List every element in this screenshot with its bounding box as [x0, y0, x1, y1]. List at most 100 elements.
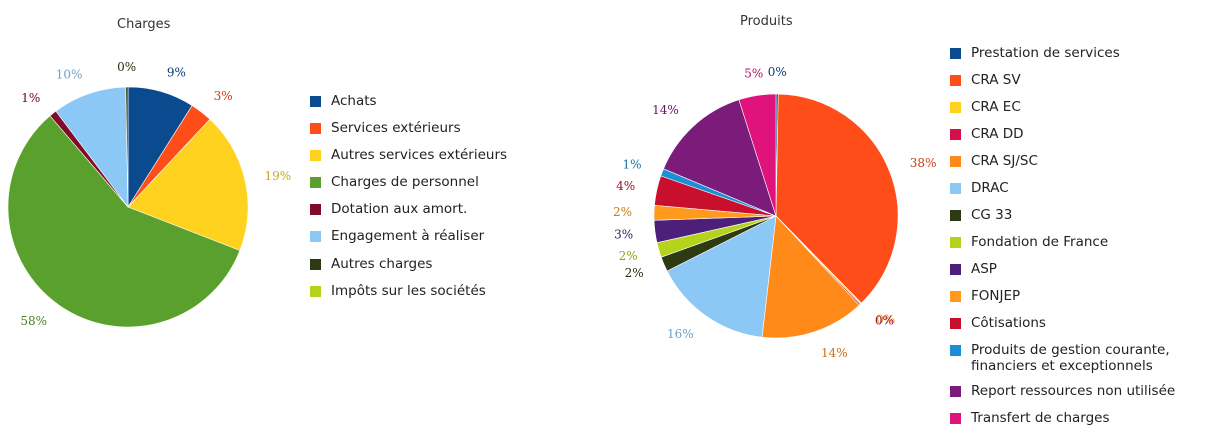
- legend-item: Charges de personnel: [310, 174, 507, 201]
- legend-swatch: [950, 237, 961, 248]
- legend-label: Dotation aux amort.: [331, 201, 468, 218]
- produits-pie: 0%38%0%0%14%16%2%2%3%2%4%1%14%5%: [613, 65, 937, 360]
- data-label: 3%: [614, 227, 633, 241]
- legend-label: Côtisations: [971, 315, 1046, 331]
- legend-swatch: [310, 150, 321, 162]
- legend-label: Impôts sur les sociétés: [331, 282, 486, 299]
- legend-swatch: [950, 183, 961, 194]
- legend-label: Transfert de charges: [971, 410, 1110, 426]
- data-label: 5%: [744, 67, 763, 81]
- legend-item: CRA SJ/SC: [950, 153, 1175, 180]
- charges-legend: Achats Services extérieurs Autres services…: [310, 93, 507, 310]
- legend-label: Services extérieurs: [331, 120, 461, 137]
- legend-swatch: [950, 102, 961, 113]
- data-label: 4%: [616, 179, 635, 193]
- legend-label: Report ressources non utilisée: [971, 383, 1176, 399]
- legend-item: CG 33: [950, 207, 1175, 234]
- legend-swatch: [310, 96, 321, 107]
- legend-item: FONJEP: [950, 288, 1175, 315]
- legend-swatch: [310, 231, 321, 243]
- legend-swatch: [950, 210, 961, 221]
- legend-swatch: [950, 129, 961, 140]
- pie-slice: [125, 86, 129, 208]
- data-label: 0%: [768, 65, 787, 79]
- charges-pie: 9% 3% 19% 58% 1% 10% 0%: [7, 60, 292, 328]
- pie-slice: [666, 215, 777, 338]
- produits-legend: Prestation de services CRA SV CRA EC CRA DD…: [950, 45, 1175, 437]
- legend-label: CG 33: [971, 207, 1013, 223]
- legend-item: CRA EC: [950, 99, 1175, 126]
- legend-item: CRA DD: [950, 126, 1175, 153]
- legend-swatch: [950, 75, 961, 86]
- legend-label: DRAC: [971, 180, 1009, 196]
- data-label: 0%: [875, 314, 894, 328]
- produits-chart: Produits 0% 38% 0% 0% 14% 16% 2% 2% 3% 2% 4% 1% 14% 5…: [600, 0, 1205, 426]
- legend-label: CRA DD: [971, 126, 1024, 142]
- legend-item: Prestation de services: [950, 45, 1175, 72]
- legend-item: Report ressources non utilisée: [950, 383, 1175, 410]
- legend-swatch: [310, 285, 321, 297]
- pie-slice: [775, 93, 899, 304]
- legend-item: Autres services extérieurs: [310, 147, 507, 174]
- pie-slice: [738, 93, 777, 217]
- legend-label: CRA EC: [971, 99, 1021, 115]
- legend-item: Dotation aux amort.: [310, 201, 507, 228]
- data-label: 9%: [167, 66, 186, 80]
- legend-label: FONJEP: [971, 288, 1021, 304]
- legend-swatch: [950, 318, 961, 329]
- data-label: 16%: [667, 327, 694, 341]
- legend-item: ASP: [950, 261, 1175, 288]
- data-label: 0%: [876, 313, 895, 327]
- legend-label: Prestation de services: [971, 45, 1120, 61]
- legend-item: Produits de gestion courante, financiers…: [950, 342, 1175, 383]
- legend-swatch: [950, 413, 961, 424]
- legend-item: Services extérieurs: [310, 120, 507, 147]
- legend-swatch: [950, 48, 961, 59]
- data-label: 38%: [910, 156, 937, 170]
- data-label: 2%: [625, 266, 644, 280]
- data-label: 2%: [613, 205, 632, 219]
- legend-label: Autres services extérieurs: [331, 147, 508, 164]
- data-label: 1%: [622, 158, 641, 172]
- legend-label: Achats: [331, 93, 377, 109]
- legend-item: Transfert de charges: [950, 410, 1175, 437]
- data-label: 0%: [117, 60, 136, 74]
- data-label: 19%: [265, 169, 292, 183]
- legend-swatch: [950, 345, 961, 356]
- legend-label: ASP: [971, 261, 997, 277]
- legend-item: Côtisations: [950, 315, 1175, 342]
- chart-title: Produits: [740, 14, 793, 29]
- data-label: 3%: [214, 89, 233, 103]
- legend-label: Autres charges: [331, 255, 433, 272]
- legend-item: CRA SV: [950, 72, 1175, 99]
- legend-item: Autres charges: [310, 256, 507, 283]
- legend-item: Impôts sur les sociétés: [310, 283, 507, 310]
- data-label: 58%: [20, 314, 47, 328]
- legend-swatch: [950, 291, 961, 302]
- legend-label: CRA SJ/SC: [971, 153, 1038, 169]
- pie-slice: [761, 215, 860, 339]
- legend-swatch: [310, 123, 321, 135]
- charges-chart: Charges 9% 3% 19% 58% 1% 10% 0% Achats Services…: [0, 0, 600, 425]
- legend-swatch: [310, 204, 321, 216]
- data-label: 2%: [619, 249, 638, 263]
- legend-swatch: [310, 258, 321, 270]
- pie-slice: [55, 86, 129, 208]
- data-label: 14%: [652, 103, 679, 117]
- legend-item: Engagement à réaliser: [310, 228, 507, 255]
- data-label: 10%: [56, 68, 83, 82]
- legend-item: Achats: [310, 93, 507, 120]
- legend-label: CRA SV: [971, 72, 1021, 88]
- legend-swatch: [950, 264, 961, 275]
- legend-swatch: [310, 177, 321, 189]
- chart-title: Charges: [117, 17, 171, 32]
- legend-swatch: [950, 386, 961, 397]
- legend-label: Engagement à réaliser: [331, 228, 485, 245]
- legend-label: Produits de gestion courante, financiers…: [971, 342, 1170, 374]
- legend-item: DRAC: [950, 180, 1175, 207]
- legend-label: Charges de personnel: [331, 174, 479, 191]
- legend-item: Fondation de France: [950, 234, 1175, 261]
- legend-swatch: [950, 156, 961, 167]
- pie-slice: [127, 118, 249, 251]
- pie-slice: [7, 115, 241, 328]
